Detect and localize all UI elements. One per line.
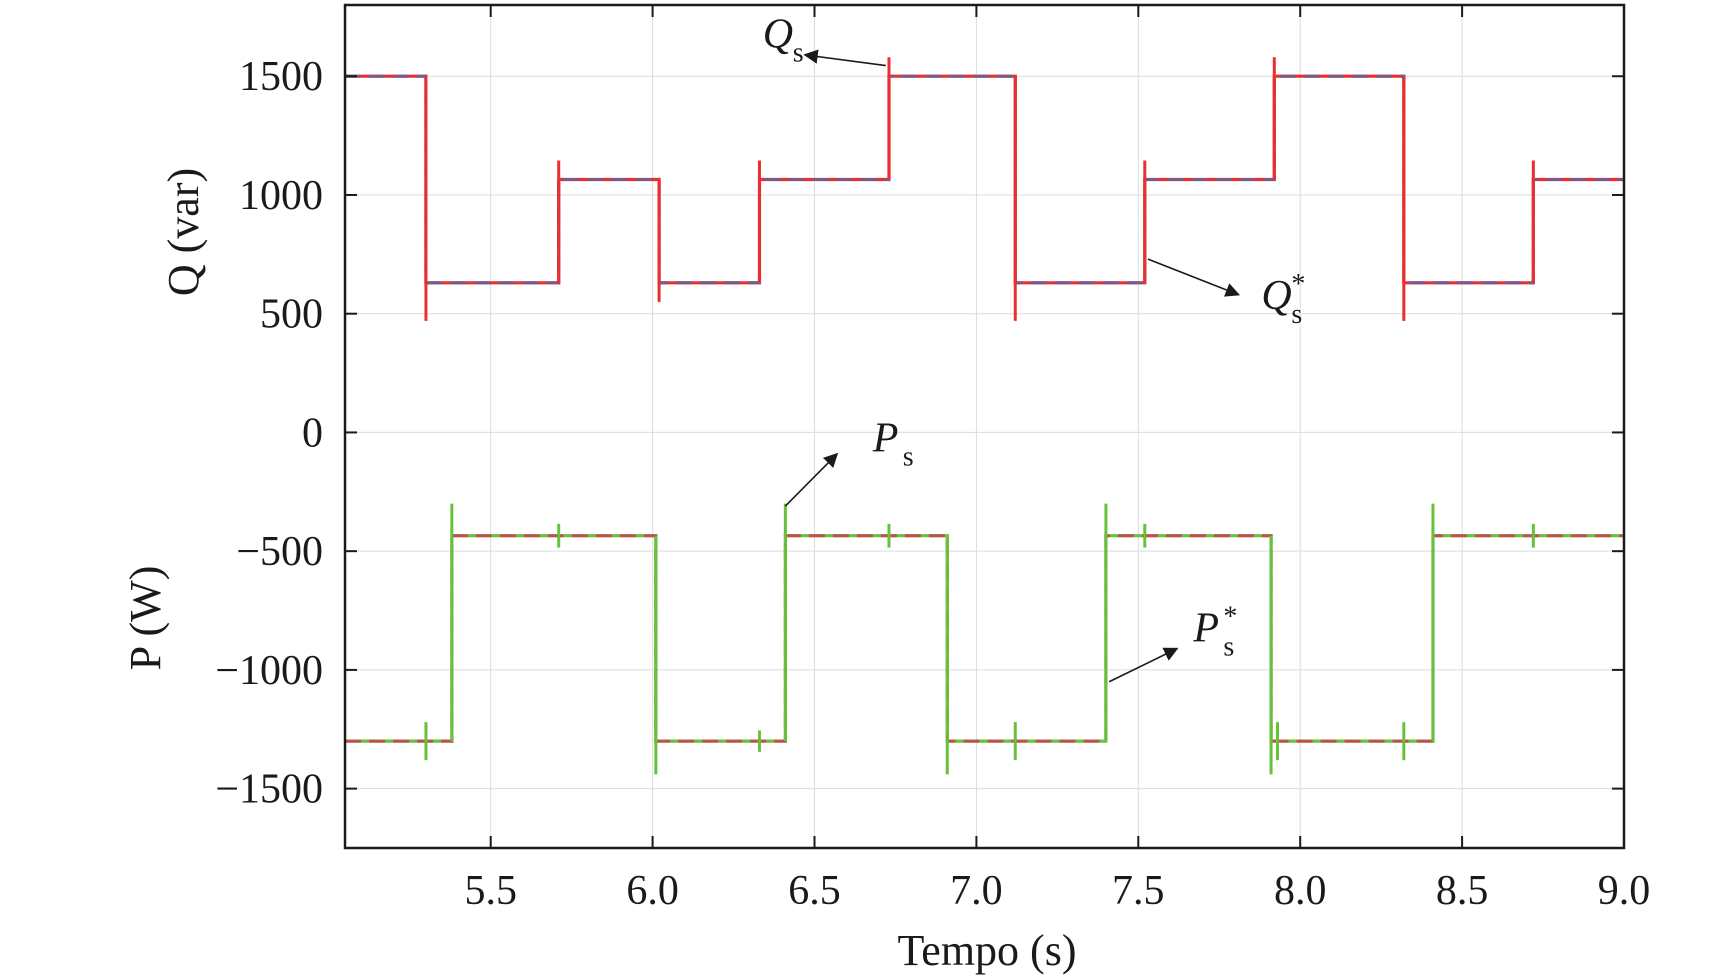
ann-qs-subscript: s: [793, 38, 804, 69]
ann-qs-ref-superscript: *: [1291, 269, 1305, 300]
ann-ps-arrow: [784, 452, 839, 507]
x-tick-label-0: 5.5: [464, 868, 517, 914]
ann-qs-ref-subscript: s: [1291, 299, 1302, 330]
series-layer: [345, 57, 1624, 775]
ann-qs-symbol: Q: [763, 12, 793, 58]
ann-ps-ref-subscript: s: [1223, 631, 1234, 662]
y-tick-label-0: 1500: [239, 54, 323, 100]
y-tick-label-4: −500: [236, 529, 323, 575]
y-axis-label-p: P (W): [121, 566, 170, 671]
x-tick-label-1: 6.0: [626, 868, 679, 914]
ann-qs-ref-symbol: Q: [1261, 273, 1291, 319]
plot-border: [343, 3, 1626, 850]
y-tick-label-6: −1500: [215, 767, 323, 813]
grid: [345, 5, 1625, 848]
plot-frame: [343, 3, 1626, 850]
x-tick-label-5: 8.0: [1274, 868, 1327, 914]
y-tick-label-3: 0: [302, 410, 323, 456]
y-tick-label-1: 1000: [239, 173, 323, 219]
y-axis-label-q: Q (var): [159, 168, 208, 296]
series-line-qs-ref: [345, 74, 1624, 285]
y-tick-label-2: 500: [260, 292, 323, 338]
x-tick-label-2: 6.5: [788, 868, 841, 914]
ann-ps-subscript: s: [903, 441, 914, 472]
x-tick-label-4: 7.5: [1112, 868, 1165, 914]
x-tick-label-7: 9.0: [1598, 868, 1651, 914]
ann-ps-ref-symbol: P: [1192, 605, 1219, 651]
ann-ps-ref-superscript: *: [1223, 601, 1237, 632]
x-tick-label-6: 8.5: [1436, 868, 1489, 914]
x-tick-label-3: 7.0: [950, 868, 1003, 914]
ann-qs-arrow: [803, 49, 886, 67]
ann-ps-ref-arrow: [1108, 647, 1179, 683]
ann-qs-ref-arrow: [1147, 258, 1241, 297]
ann-ps-symbol: P: [872, 415, 899, 461]
series-line-qs: [345, 74, 1624, 285]
x-axis-label: Tempo (s): [898, 926, 1077, 975]
y-tick-label-5: −1000: [215, 648, 323, 694]
ticks: 5.5 6.0 6.5 7.0 7.5 8.0 8.5 9.0 1500 1000 500 0 −500…: [215, 5, 1650, 914]
